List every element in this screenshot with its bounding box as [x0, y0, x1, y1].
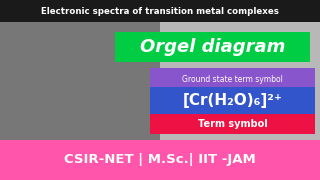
FancyBboxPatch shape: [115, 32, 310, 62]
Text: Term symbol: Term symbol: [198, 119, 268, 129]
Text: CSIR-NET | M.Sc.| IIT -JAM: CSIR-NET | M.Sc.| IIT -JAM: [64, 154, 256, 166]
FancyBboxPatch shape: [0, 0, 160, 180]
FancyBboxPatch shape: [0, 140, 320, 180]
FancyBboxPatch shape: [150, 114, 315, 134]
Text: Ground state term symbol: Ground state term symbol: [182, 75, 283, 84]
Text: Electronic spectra of transition metal complexes: Electronic spectra of transition metal c…: [41, 6, 279, 15]
FancyBboxPatch shape: [0, 0, 320, 22]
Text: Orgel diagram: Orgel diagram: [140, 38, 285, 56]
FancyBboxPatch shape: [150, 87, 315, 115]
Text: [Cr(H₂O)₆]²⁺: [Cr(H₂O)₆]²⁺: [183, 93, 283, 109]
FancyBboxPatch shape: [0, 22, 320, 140]
FancyBboxPatch shape: [150, 68, 315, 90]
FancyBboxPatch shape: [160, 22, 320, 140]
